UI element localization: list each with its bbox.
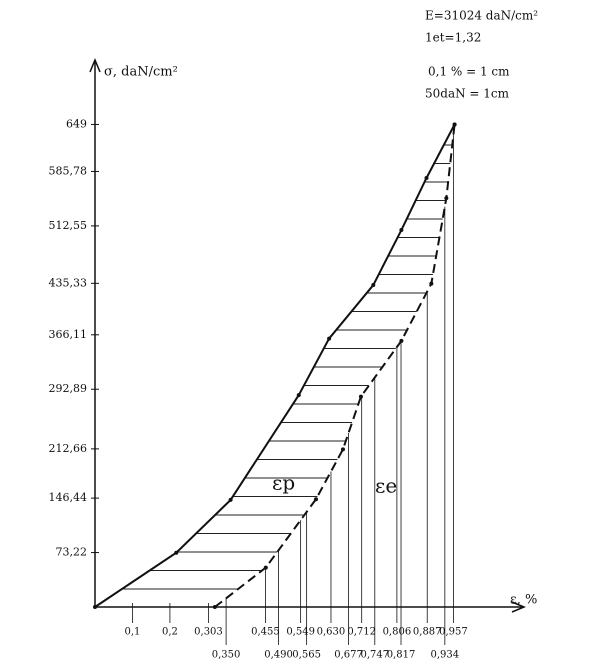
point [399, 338, 404, 343]
y-tick-label: 649 [66, 117, 87, 130]
x-tick-label: 0,817 [387, 650, 416, 661]
curve-label: εp [272, 471, 295, 495]
y-tick-label: 435,33 [49, 276, 88, 289]
point [93, 605, 97, 609]
y-tick-label: 366,11 [49, 328, 88, 341]
x-axis-label: ε, % [510, 593, 537, 608]
x-tick-label: 0,934 [431, 650, 460, 661]
point [424, 175, 429, 180]
point [429, 281, 434, 286]
x-tick-label: 0,1 [125, 627, 141, 638]
point [371, 283, 376, 288]
curve [214, 124, 456, 608]
y-axis-label: σ, daN/cm² [104, 65, 178, 80]
point [340, 447, 345, 452]
y-tick-label: 292,89 [49, 382, 88, 395]
curve-label: εe [375, 474, 397, 498]
point [212, 605, 217, 609]
annotation: 1et=1,32 [425, 31, 481, 45]
y-tick-label: 512,55 [49, 219, 88, 232]
point [313, 497, 318, 502]
y-tick-label: 212,66 [49, 442, 88, 455]
x-tick-label: 0,712 [347, 627, 376, 638]
point [399, 228, 404, 233]
x-tick-label: 0,455 [251, 627, 280, 638]
point [444, 196, 449, 201]
y-tick-label: 146,44 [49, 491, 88, 504]
x-tick-label: 0,549 [286, 627, 315, 638]
point [263, 565, 268, 570]
point [327, 336, 332, 341]
point [452, 122, 457, 127]
x-tick-label: 0,565 [292, 650, 321, 661]
annotation: E=31024 daN/cm² [425, 9, 538, 23]
annotation: 50daN = 1cm [425, 87, 510, 101]
axis-arrows [89, 58, 526, 613]
annotation: 0,1 % = 1 cm [428, 65, 510, 79]
x-tick-label: 0,490 [264, 650, 293, 661]
x-tick-label: 0,350 [212, 650, 241, 661]
point [358, 394, 363, 399]
x-tick-label: 0,303 [194, 627, 223, 638]
x-tick-label: 0,630 [317, 627, 346, 638]
x-tick-label: 0,806 [383, 627, 412, 638]
x-tick-label: 0,957 [439, 627, 468, 638]
x-tick-label: 0,747 [360, 650, 389, 661]
annotations: E=31024 daN/cm² 1et=1,32 0,1 % = 1 cm 50… [425, 9, 538, 101]
x-tick-label: 0,887 [413, 627, 442, 638]
y-tick-label: 585,78 [49, 164, 88, 177]
point [228, 497, 233, 502]
x-tick-label: 0,2 [162, 627, 178, 638]
y-tick-label: 73,22 [56, 546, 88, 559]
x-tick-label: 0,677 [334, 650, 363, 661]
point [296, 393, 301, 398]
point [174, 550, 179, 555]
